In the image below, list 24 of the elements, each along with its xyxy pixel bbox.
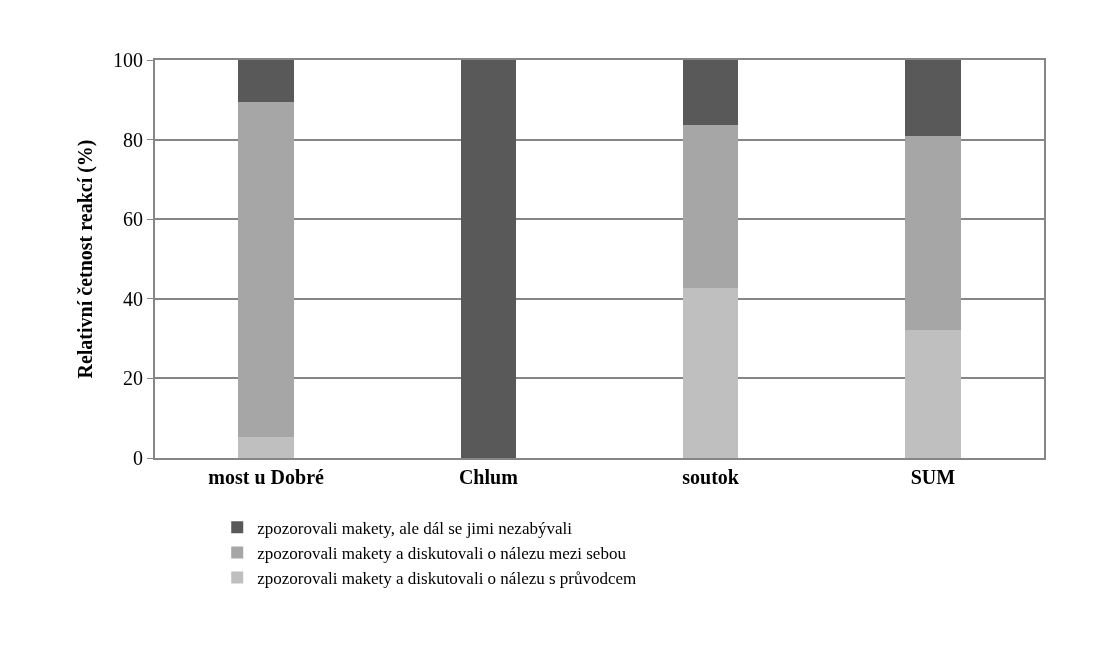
bar [460,60,517,458]
bar [682,288,739,458]
x-tick-label: SUM [910,466,956,488]
y-tick-label: 100 [113,49,143,71]
bar [238,60,294,103]
legend-label: zpozorovali makety a diskutovali o nálezu mezi sebou [257,544,627,564]
y-tick-label: 40 [123,287,143,310]
legend-label: zpozorovali makety a diskutovali o nálezu s průvodcem [257,569,637,589]
y-axis-title: Relativní četnost reakcí (%) [74,139,97,379]
x-tick-label: soutok [682,466,740,488]
legend-label: zpozorovali makety, ale dál se jimi nezabývali [257,518,573,538]
bar [905,329,961,458]
bar [238,102,294,437]
y-tick-label: 0 [133,447,143,469]
bar [238,436,294,458]
bar [905,60,961,137]
bar [682,125,739,289]
bar [682,60,739,126]
y-tick-label: 20 [123,367,143,390]
x-tick-label: Chlum [458,466,519,488]
y-tick-label: 80 [123,128,143,151]
bar [905,136,961,330]
x-tick-label: most u Dobré [208,466,325,488]
y-tick-label: 60 [123,208,143,231]
